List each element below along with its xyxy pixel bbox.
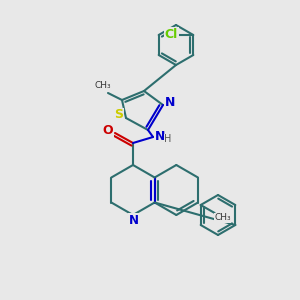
Text: Cl: Cl: [165, 28, 178, 40]
Text: H: H: [164, 134, 172, 144]
Text: N: N: [155, 130, 165, 142]
Text: S: S: [115, 109, 124, 122]
Text: CH₃: CH₃: [95, 82, 111, 91]
Text: O: O: [103, 124, 113, 137]
Text: N: N: [129, 214, 139, 226]
Text: CH₃: CH₃: [214, 214, 231, 223]
Text: N: N: [165, 95, 175, 109]
